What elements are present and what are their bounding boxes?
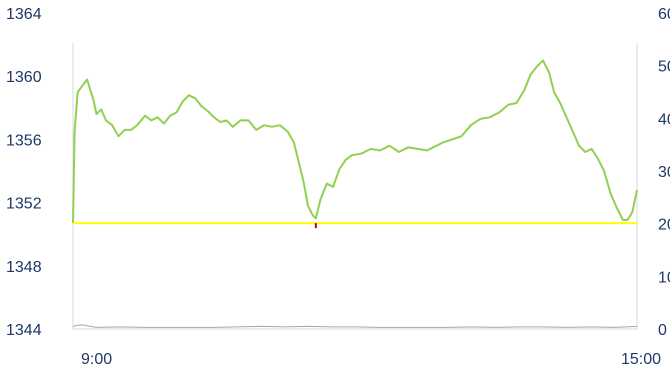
price-line: [72, 59, 638, 224]
y-tick-label-left: 1364: [6, 6, 42, 23]
tick-labels: 1364 1360 1356 1352 1348 1344 60 50 40 30 20 10 0 9:0…: [6, 6, 670, 368]
plot-area: [72, 59, 638, 328]
y-tick-label-left: 1360: [6, 69, 42, 86]
x-tick-label: 15:00: [621, 351, 661, 368]
x-tick-label: 9:00: [81, 351, 112, 368]
y-tick-label-left: 1352: [6, 196, 42, 213]
y-tick-label-right: 20: [658, 217, 670, 234]
y-tick-label-right: 40: [658, 111, 670, 128]
y-tick-label-right: 0: [658, 322, 667, 339]
volume-line: [72, 324, 638, 328]
y-tick-label-left: 1348: [6, 259, 42, 276]
y-tick-label-right: 60: [658, 6, 670, 23]
y-tick-label-left: 1344: [6, 322, 42, 339]
y-tick-label-right: 50: [658, 59, 670, 76]
y-tick-label-left: 1356: [6, 132, 42, 149]
y-tick-label-right: 30: [658, 164, 670, 181]
y-tick-label-right: 10: [658, 269, 670, 286]
